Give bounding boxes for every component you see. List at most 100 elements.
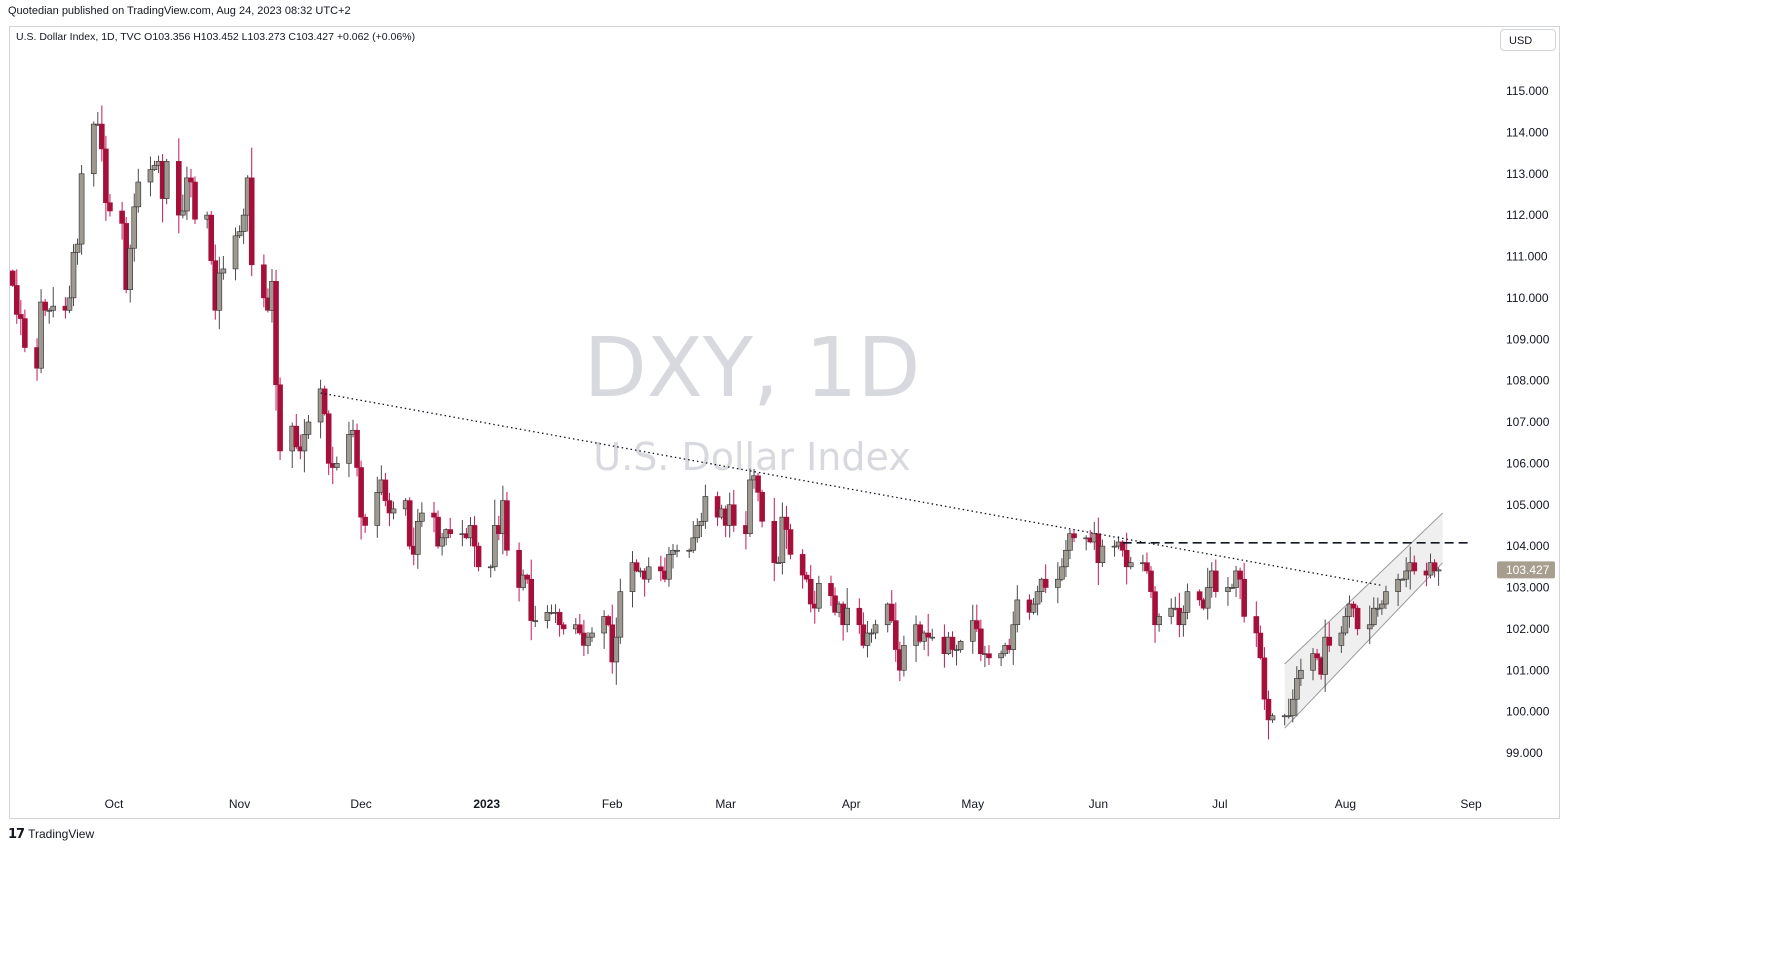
candle-body-up	[1127, 562, 1134, 568]
candle-body-up	[131, 206, 138, 249]
candle	[1326, 622, 1333, 652]
candle-body-up	[1055, 578, 1061, 588]
candle-body-down	[1042, 578, 1049, 588]
candle-body-up	[184, 177, 190, 212]
candle-body-down	[516, 549, 522, 588]
y-tick-label: 110.000	[1506, 291, 1549, 305]
candle-body-up	[163, 161, 170, 199]
watermark-subtitle: U.S. Dollar Index	[593, 435, 910, 479]
candle	[382, 472, 389, 507]
candle-body-up	[998, 653, 1004, 659]
last-price-box	[1497, 561, 1555, 579]
candle	[220, 256, 227, 280]
candle-body-down	[1213, 570, 1219, 592]
candle-body-down	[730, 504, 737, 526]
candle	[816, 575, 822, 613]
candle-body-up	[487, 566, 494, 569]
candle	[1148, 566, 1154, 599]
candle-body-down	[1257, 632, 1264, 659]
candle	[779, 502, 786, 575]
candle	[974, 604, 980, 632]
candle-body-up	[301, 434, 308, 452]
candle-body-up	[1322, 636, 1328, 675]
candle	[9, 269, 16, 287]
candle-body-down	[354, 429, 360, 468]
candle-body-down	[362, 516, 368, 526]
candle-body-up	[135, 181, 142, 208]
candle	[986, 645, 992, 666]
candle	[957, 639, 964, 653]
candle	[1383, 585, 1389, 609]
candle	[13, 269, 20, 324]
candle-body-down	[892, 620, 899, 650]
candle-body-up	[1395, 578, 1401, 592]
candle-body-down	[447, 529, 454, 535]
candle-body-up	[1111, 545, 1118, 548]
symbol-legend: U.S. Dollar Index, 1D, TVC O103.356 H103…	[16, 31, 416, 43]
candle-body-up	[491, 525, 498, 568]
candle	[892, 602, 899, 662]
candle-body-down	[358, 467, 364, 518]
candle	[868, 628, 875, 643]
candle-body-up	[90, 123, 97, 175]
candle-body-down	[321, 388, 328, 415]
publisher-line: Quotedian published on TradingView.com, …	[8, 5, 351, 17]
candle-body-down	[248, 177, 255, 266]
candle	[346, 421, 352, 478]
candle	[1055, 562, 1061, 604]
candle	[1042, 564, 1049, 594]
tradingview-brand[interactable]: 𝟭𝟳 TradingView	[8, 826, 94, 842]
candle-body-up	[1156, 616, 1162, 626]
candle-body-up	[346, 434, 352, 464]
candle	[1014, 585, 1021, 633]
candle-body-up	[1366, 624, 1373, 630]
candle-body-down	[556, 612, 563, 626]
candle	[475, 542, 482, 572]
candle	[103, 135, 109, 221]
candle	[674, 544, 680, 558]
candle	[1431, 559, 1438, 578]
candle-body-up	[520, 574, 526, 588]
candle	[301, 418, 308, 473]
price-axis: 115.000 114.000 113.000 112.000 111.000 110.0…	[1506, 84, 1550, 760]
candle-body-up	[1346, 603, 1353, 617]
candle	[828, 575, 834, 607]
candle-body-down	[856, 607, 863, 626]
candle	[556, 608, 563, 637]
y-tick-label: 114.000	[1506, 125, 1549, 139]
y-tick-label: 101.000	[1506, 663, 1550, 677]
candle	[415, 508, 421, 569]
candle-body-up	[816, 583, 822, 609]
candle	[358, 460, 364, 540]
candle-body-up	[1204, 587, 1211, 609]
candle-body-down	[188, 177, 194, 183]
candle	[188, 168, 194, 198]
candle-body-up	[929, 636, 936, 639]
candle	[321, 385, 328, 416]
candle	[1322, 619, 1328, 693]
candle-body-up	[415, 520, 421, 555]
candle	[1354, 605, 1361, 636]
candle	[18, 300, 24, 336]
candle-body-up	[1294, 678, 1300, 700]
candle	[459, 520, 466, 547]
candle	[520, 569, 526, 591]
candle-body-down	[406, 500, 413, 547]
y-tick-label: 111.000	[1506, 250, 1548, 264]
currency-selector[interactable]: USD	[1500, 29, 1556, 51]
candle	[544, 605, 551, 629]
x-tick-label: Mar	[715, 797, 736, 811]
candle-body-up	[1383, 591, 1389, 605]
candle	[1233, 565, 1239, 598]
candle	[702, 484, 709, 529]
candle	[1253, 601, 1260, 647]
candle-body-up	[147, 169, 154, 183]
candle	[1366, 605, 1373, 645]
x-tick-label: Jun	[1089, 797, 1108, 811]
candle	[447, 517, 454, 539]
watermark-title: DXY, 1D	[584, 321, 921, 416]
candle-body-down	[386, 500, 393, 514]
candles	[9, 105, 1442, 740]
candle	[487, 564, 494, 578]
